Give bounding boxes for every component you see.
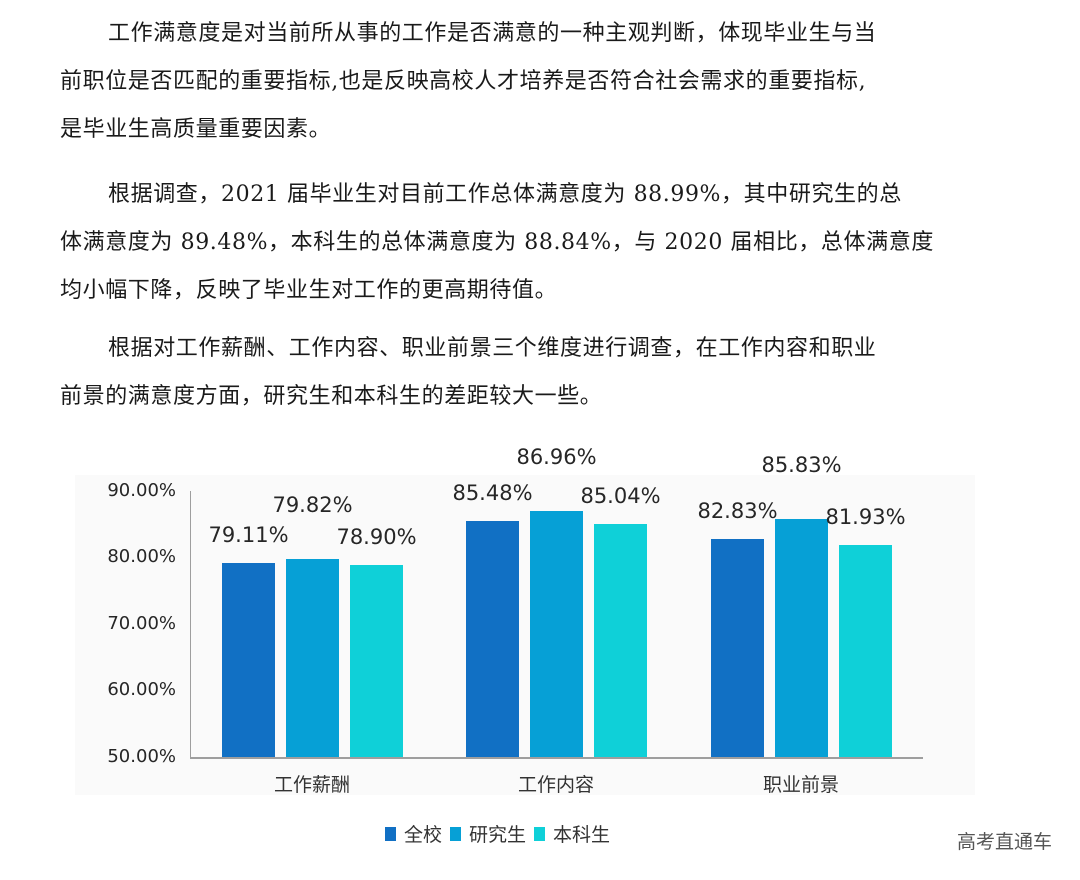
y-tick-label: 60.00% [107,679,176,700]
data-label: 79.11% [208,523,289,548]
text-line: 根据调查，2021 届毕业生对目前工作总体满意度为 88.99%，其中研究生的总 [108,182,902,207]
watermark: 高考直通车 [956,831,1052,853]
bar [711,538,764,757]
data-label: 78.90% [336,524,417,549]
bar [222,563,275,757]
text-line: 是毕业生高质量重要因素。 [60,117,332,142]
x-axis [190,757,923,759]
text-line: 工作满意度是对当前所从事的工作是否满意的一种主观判断，体现毕业生与当 [108,21,877,46]
bar [466,521,519,757]
y-axis [190,491,191,757]
text-line: 前景的满意度方面，研究生和本科生的差距较大一些。 [60,384,603,409]
legend-item-all: 全校 [385,820,442,847]
bar [350,564,403,757]
data-label: 79.82% [272,492,353,517]
category-label: 职业前景 [762,774,839,796]
data-label: 85.48% [452,481,533,506]
text-line: 前职位是否匹配的重要指标,也是反映高校人才培养是否符合社会需求的重要指标, [60,69,867,94]
legend-label: 全校 [404,824,443,846]
data-label: 85.04% [580,483,661,508]
text-line: 体满意度为 89.48%，本科生的总体满意度为 88.84%，与 2020 届相… [60,230,934,255]
y-tick-label: 90.00% [107,480,176,501]
legend-swatch-icon [385,826,396,841]
legend-item-graduate: 研究生 [450,820,526,847]
category-label: 工作薪酬 [273,774,350,796]
data-label: 85.83% [761,452,842,477]
paragraph-dimensions: 根据对工作薪酬、工作内容、职业前景三个维度进行调查，在工作内容和职业 前景的满意… [60,325,980,421]
legend-swatch-icon [450,826,462,841]
bar [594,523,647,757]
text-line: 根据对工作薪酬、工作内容、职业前景三个维度进行调查，在工作内容和职业 [108,336,877,361]
y-tick-label: 70.00% [107,613,176,634]
legend-swatch-icon [534,826,546,841]
data-label: 82.83% [697,498,778,523]
paragraph-survey: 根据调查，2021 届毕业生对目前工作总体满意度为 88.99%，其中研究生的总… [60,171,980,315]
y-tick-label: 80.00% [107,546,176,567]
bar [530,511,583,757]
chart-legend: 全校 研究生 本科生 [385,820,618,847]
category-label: 工作内容 [517,774,594,796]
paragraph-intro: 工作满意度是对当前所从事的工作是否满意的一种主观判断，体现毕业生与当 前职位是否… [60,10,980,154]
legend-label: 本科生 [553,824,611,846]
text-line: 均小幅下降，反映了毕业生对工作的更高期待值。 [60,278,558,303]
data-label: 86.96% [516,445,597,470]
legend-label: 研究生 [469,824,527,846]
bar [286,558,339,757]
data-label: 81.93% [825,504,906,529]
legend-item-undergraduate: 本科生 [534,820,610,847]
bar [775,518,828,757]
y-tick-label: 50.00% [107,746,176,767]
bar [839,544,892,757]
